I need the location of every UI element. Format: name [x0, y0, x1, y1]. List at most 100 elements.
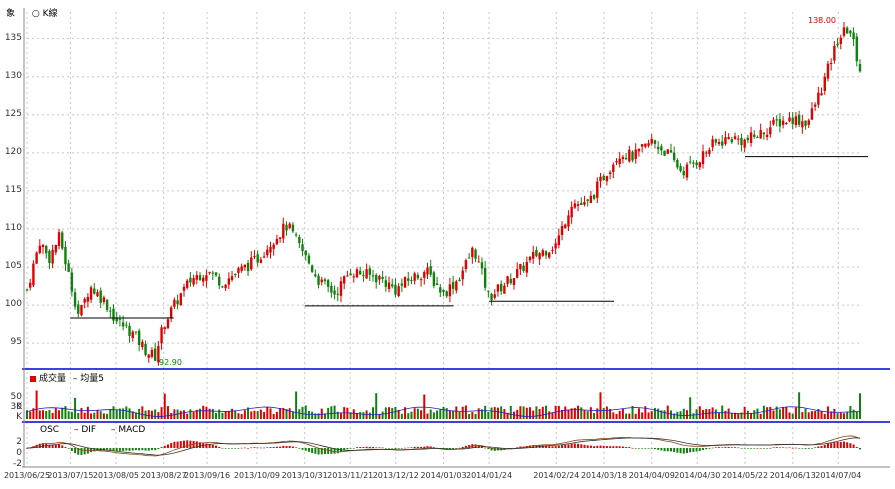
volume-bar — [596, 408, 599, 419]
volume-bar — [503, 409, 506, 419]
osc-bar — [400, 448, 403, 449]
volume-bar — [557, 405, 560, 419]
candle-body — [400, 283, 404, 286]
osc-bar — [609, 446, 612, 448]
osc-bar — [593, 446, 596, 448]
volume-bar — [852, 409, 855, 419]
radio-icon[interactable]: ○ — [31, 9, 40, 19]
osc-bar — [637, 448, 640, 449]
osc-bar — [327, 448, 330, 454]
volume-bar — [346, 407, 349, 419]
volume-bar — [452, 410, 455, 419]
osc-bar — [48, 444, 51, 448]
candle-body — [797, 114, 801, 125]
candle-body — [858, 63, 862, 72]
osc-bar — [391, 448, 394, 449]
osc-bar — [102, 448, 105, 451]
volume-bar — [45, 411, 48, 419]
volume-bar — [99, 411, 102, 419]
candle-body — [80, 304, 83, 316]
volume-bar — [410, 411, 413, 419]
volume-bar — [359, 412, 362, 419]
candle-body — [320, 279, 323, 283]
candle-body — [836, 43, 839, 46]
candle-body — [753, 134, 756, 137]
osc-bar — [26, 448, 28, 449]
candle-body — [240, 266, 243, 271]
osc-bar — [291, 446, 294, 448]
volume-bar — [70, 411, 73, 419]
candle-body — [461, 270, 464, 280]
candle-body — [435, 283, 439, 286]
volume-bar — [477, 408, 480, 419]
volume-bar — [173, 409, 176, 419]
volume-bar — [298, 409, 301, 419]
volume-bar — [650, 411, 653, 419]
volume-bar — [506, 412, 509, 419]
candle-body — [647, 143, 650, 146]
osc-bar — [125, 448, 128, 451]
volume-bar — [740, 412, 743, 419]
osc-bar — [804, 448, 807, 449]
volume-bar — [266, 406, 269, 419]
volume-bar — [660, 410, 663, 419]
candle-body — [234, 274, 237, 276]
volume-bar — [96, 409, 99, 419]
volume-bar — [407, 413, 410, 419]
volume-bar — [609, 408, 612, 419]
osc-bar — [737, 447, 740, 449]
osc-bar — [272, 446, 275, 448]
candle-body — [682, 171, 685, 176]
candle-body — [634, 149, 637, 159]
osc-bar — [51, 444, 54, 448]
osc-bar — [740, 448, 743, 449]
volume-bar — [762, 405, 765, 419]
candle-body — [185, 280, 189, 288]
volume-bar — [846, 411, 849, 419]
candle-body — [262, 256, 266, 258]
volume-bar — [714, 409, 717, 419]
volume-bar — [378, 413, 381, 419]
volume-bar — [112, 406, 115, 419]
volume-bar — [279, 407, 282, 419]
volume-bar — [791, 413, 794, 419]
candle-body — [394, 284, 397, 295]
volume-bar — [311, 411, 314, 419]
candle-body — [644, 143, 647, 147]
osc-bar — [657, 448, 660, 450]
candle-body — [743, 139, 746, 148]
volume-bar — [794, 407, 797, 419]
osc-bar — [762, 448, 765, 449]
volume-bar — [442, 406, 445, 419]
volume-bar — [218, 409, 221, 419]
candle-body — [25, 289, 29, 291]
osc-bar — [256, 447, 259, 449]
volume-bar — [772, 410, 775, 419]
candle-body — [144, 343, 147, 355]
candle-body — [688, 161, 692, 163]
volume-bar — [323, 413, 326, 419]
volume-bar — [814, 410, 817, 419]
candle-body — [618, 158, 621, 164]
volume-bar — [195, 409, 198, 419]
volume-bar — [282, 407, 285, 419]
volume-bar — [26, 410, 28, 419]
candle-body — [202, 277, 205, 282]
volume-bar — [637, 408, 640, 419]
volume-bar — [221, 412, 224, 419]
osc-bar — [464, 445, 467, 448]
osc-bar — [211, 444, 214, 448]
volume-bar — [766, 407, 769, 419]
osc-bar — [766, 448, 769, 449]
candle-body — [445, 291, 448, 297]
candle-body — [195, 275, 199, 280]
volume-bar — [724, 410, 727, 419]
candle-body — [570, 206, 573, 218]
volume-bar — [243, 410, 246, 419]
date-tick-label: 2013/09/16 — [183, 471, 231, 480]
volume-bar — [666, 405, 669, 419]
volume-bar — [730, 412, 733, 419]
candle-body — [83, 298, 86, 303]
osc-bar — [420, 446, 423, 448]
candle-body — [391, 284, 394, 287]
